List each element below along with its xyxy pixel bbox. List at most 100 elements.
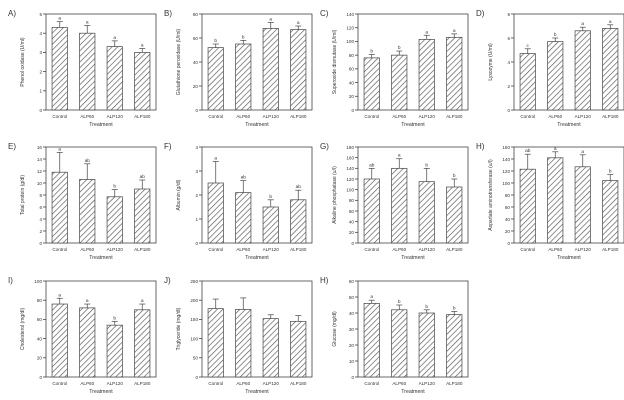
panel-letter: H)	[476, 142, 485, 151]
panel-letter: E)	[8, 142, 16, 151]
significance-letter: b	[269, 194, 272, 200]
bar	[262, 28, 279, 111]
x-tick-label: ALP60	[392, 381, 406, 386]
significance-letter: a	[425, 30, 428, 35]
x-tick-label: ALP60	[80, 381, 94, 386]
x-axis-label: Treatment	[89, 255, 113, 261]
significance-letter: a	[453, 29, 456, 34]
significance-letter: a	[86, 21, 89, 26]
bar	[418, 181, 435, 244]
y-tick-label: 160	[502, 145, 510, 150]
bar	[51, 171, 68, 244]
x-axis-label: Treatment	[89, 122, 113, 128]
x-tick-label: Control	[520, 247, 535, 252]
y-tick-label: 100	[190, 336, 198, 341]
significance-letter: b	[425, 162, 428, 168]
x-tick-label: ALP180	[446, 247, 463, 252]
x-tick-label: Control	[52, 381, 67, 386]
significance-letter: ab	[241, 175, 247, 181]
bar	[134, 309, 151, 378]
chart-panel: I) 0 20 40 60 80 100 Cholesterol (mg/dl) a Contro…	[8, 276, 157, 395]
y-tick-label: 20	[349, 343, 355, 348]
chart-panel: H) 0 20 40 60 80 100 120 140 160 Aspartate aminotr…	[476, 142, 624, 261]
y-tick-label: 150	[190, 317, 198, 322]
y-tick-label: 0	[39, 241, 42, 246]
significance-letter: ab	[525, 148, 531, 154]
y-tick-label: 0	[195, 108, 198, 113]
y-tick-label: 80	[193, 12, 199, 17]
bar	[547, 41, 564, 111]
bar	[391, 167, 408, 244]
x-tick-label: ALP60	[548, 114, 562, 119]
y-tick-label: 60	[505, 205, 511, 210]
y-tick-label: 4	[39, 31, 42, 36]
significance-letter: a	[86, 299, 89, 304]
y-tick-label: 0	[351, 108, 354, 113]
bar	[602, 180, 619, 244]
panel-letter: D)	[476, 9, 485, 18]
chart-panel: F) 0 1 2 3 4 Albumin (g/dl) a Control ab ALP60 b ALP…	[164, 142, 313, 261]
bar	[446, 186, 463, 244]
y-tick-label: 6	[39, 205, 42, 210]
y-tick-label: 160	[346, 155, 354, 160]
x-tick-label: ALP180	[290, 247, 307, 252]
significance-letter: a	[554, 147, 557, 152]
y-tick-label: 0	[507, 241, 510, 246]
y-tick-label: 5	[39, 12, 42, 17]
y-tick-label: 120	[502, 169, 510, 174]
bar	[235, 43, 252, 111]
y-axis-label: Aspartate aminotransferase (u/l)	[488, 159, 494, 231]
x-tick-label: Control	[520, 114, 535, 119]
chart-panel: J) 0 50 100 150 200 250 Triglyceride (mg/dl) Con…	[164, 276, 313, 395]
bar	[547, 157, 564, 244]
x-tick-label: Control	[364, 114, 379, 119]
y-tick-label: 4	[39, 217, 42, 222]
significance-letter: b	[370, 48, 373, 54]
y-tick-label: 20	[349, 230, 355, 235]
x-tick-label: Control	[208, 114, 223, 119]
x-tick-label: ALP60	[80, 247, 94, 252]
significance-letter: a	[141, 44, 144, 49]
bar	[207, 308, 224, 378]
chart-panel: E) 0 2 4 6 8 10 12 14 16 Total protein (g/dl) a Cont…	[8, 142, 157, 261]
bar	[79, 32, 96, 111]
y-tick-label: 140	[502, 157, 510, 162]
y-tick-label: 100	[346, 187, 354, 192]
significance-letter: b	[425, 304, 428, 310]
y-axis-label: Phenol oxidase (U/ml)	[20, 37, 26, 87]
x-axis-label: Treatment	[401, 389, 425, 395]
bar	[51, 303, 68, 378]
significance-letter: b	[214, 38, 217, 44]
x-tick-label: ALP180	[290, 381, 307, 386]
x-tick-label: ALP180	[446, 381, 463, 386]
y-tick-label: 60	[349, 209, 355, 214]
significance-letter: b	[113, 184, 116, 190]
y-axis-label: Total protein (g/dl)	[20, 175, 26, 215]
bar	[446, 314, 463, 378]
y-tick-label: 30	[349, 327, 355, 332]
x-axis-label: Treatment	[557, 255, 581, 261]
bar	[262, 318, 279, 378]
x-tick-label: ALP60	[392, 247, 406, 252]
y-axis-label: Albumin (g/dl)	[176, 179, 182, 210]
significance-letter: a	[609, 20, 612, 25]
y-tick-label: 1	[195, 217, 198, 222]
significance-letter: b	[453, 173, 456, 179]
y-tick-label: 40	[193, 60, 199, 65]
y-tick-label: 0	[39, 375, 42, 380]
significance-letter: ab	[85, 158, 91, 164]
y-tick-label: 100	[502, 181, 510, 186]
x-tick-label: ALP60	[236, 381, 250, 386]
bar	[363, 178, 380, 244]
x-tick-label: Control	[208, 247, 223, 252]
chart-panel: B) 0 20 40 60 80 Glutathione peroxidase (U/ml)…	[164, 9, 313, 128]
y-axis-label: Lysozyme (U/ml)	[488, 43, 494, 81]
bar	[134, 188, 151, 244]
plot-frame	[357, 13, 469, 111]
x-axis-label: Treatment	[245, 389, 269, 395]
x-axis-label: Treatment	[401, 122, 425, 128]
y-tick-label: 0	[195, 375, 198, 380]
y-tick-label: 0	[39, 108, 42, 113]
y-tick-label: 140	[346, 12, 354, 17]
significance-letter: b	[554, 32, 557, 38]
